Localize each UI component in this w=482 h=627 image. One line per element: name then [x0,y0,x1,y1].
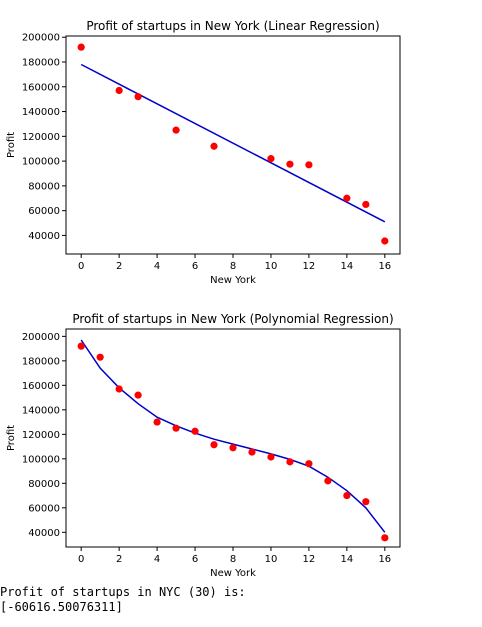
y-tick-label: 120000 [22,430,60,441]
regression-line [80,339,386,533]
y-tick-label: 80000 [28,479,60,490]
y-tick-label: 200000 [22,33,60,44]
data-point [210,142,218,150]
data-point [96,353,104,361]
data-point [343,491,351,500]
y-tick-label: 140000 [22,107,60,118]
data-point [77,342,85,350]
data-point [362,200,370,209]
data-point [172,424,180,432]
data-point [381,534,389,542]
y-tick-label: 140000 [22,405,60,416]
y-tick-label: 120000 [22,132,60,143]
y-axis-label: Profit [6,132,17,158]
regression-line [80,63,386,223]
x-tick-label: 16 [378,554,391,565]
x-tick-label: 0 [78,261,84,272]
output-line-2: [-60616.50076311] [0,600,123,614]
data-point [77,43,85,51]
data-point [115,86,123,95]
y-tick-label: 160000 [22,82,60,93]
x-tick-label: 6 [192,261,198,272]
x-tick-label: 6 [192,554,198,565]
data-point [362,498,370,506]
y-tick-label: 100000 [22,454,60,465]
x-axis-label: New York [210,275,256,286]
x-tick-label: 8 [230,554,236,565]
data-point [267,453,275,461]
y-tick-label: 80000 [28,181,60,192]
data-point [286,160,294,168]
x-tick-label: 10 [265,554,278,565]
y-axis-label: Profit [6,425,17,451]
data-point [324,477,332,485]
x-tick-label: 2 [116,261,122,272]
data-point [305,161,313,169]
data-point [229,444,237,452]
x-axis-label: New York [210,568,256,579]
chart-title: Profit of startups in New York (Polynomi… [72,312,393,326]
y-tick-label: 180000 [22,356,60,367]
plot-frame [65,328,401,548]
data-point [343,194,351,202]
x-tick-label: 12 [303,261,316,272]
data-point [248,448,256,456]
y-tick-label: 100000 [22,157,60,168]
x-tick-label: 14 [340,261,353,272]
polynomial-regression-chart: Profit of startups in New York (Polynomi… [6,312,401,579]
output-line-1: Profit of startups in NYC (30) is: [0,585,246,599]
data-point [115,385,123,393]
y-tick-label: 40000 [28,528,60,539]
console-output: Profit of startups in NYC (30) is: [-606… [0,585,246,615]
plot-frame [65,35,401,255]
data-point [286,458,294,466]
x-tick-label: 4 [154,261,160,272]
linear-regression-chart: Profit of startups in New York (Linear R… [6,19,401,286]
data-point [381,237,389,245]
data-point [210,441,218,449]
x-tick-label: 0 [78,554,84,565]
x-tick-label: 10 [265,261,278,272]
data-point [191,427,199,435]
data-point [134,93,142,101]
data-point [305,460,313,468]
x-tick-label: 14 [340,554,353,565]
y-tick-label: 60000 [28,206,60,217]
x-tick-label: 4 [154,554,160,565]
data-point [153,418,161,426]
x-tick-label: 8 [230,261,236,272]
y-tick-label: 160000 [22,381,60,392]
data-point [134,391,142,399]
x-tick-label: 16 [378,261,391,272]
x-tick-label: 2 [116,554,122,565]
x-tick-label: 12 [303,554,316,565]
chart-title: Profit of startups in New York (Linear R… [86,19,379,33]
y-tick-label: 40000 [28,231,60,242]
data-point [172,126,180,134]
y-tick-label: 180000 [22,58,60,69]
data-point [267,155,275,163]
y-tick-label: 200000 [22,332,60,343]
y-tick-label: 60000 [28,503,60,514]
